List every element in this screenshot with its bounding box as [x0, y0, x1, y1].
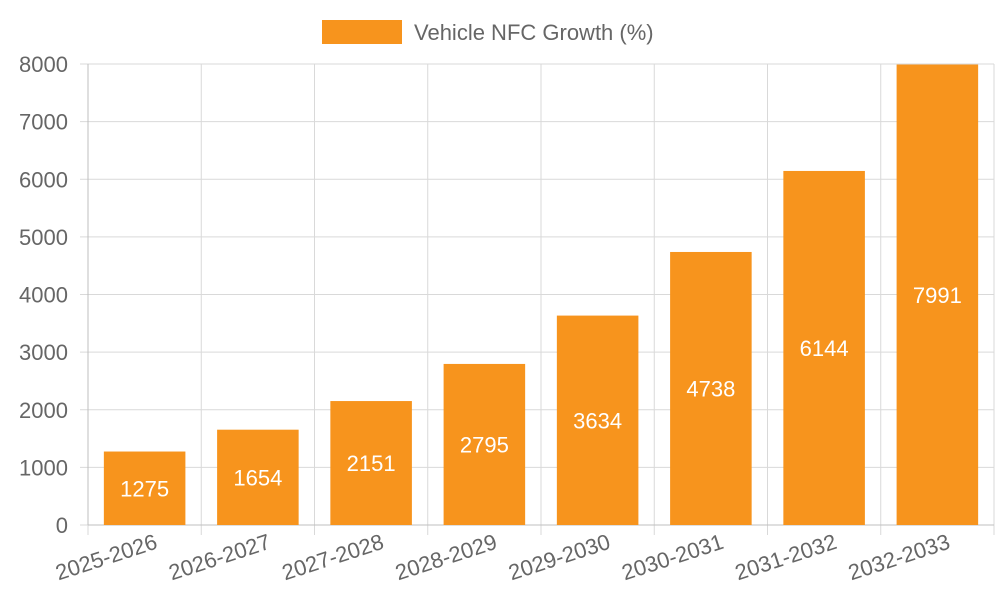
bar[interactable]: [670, 251, 752, 525]
y-tick-label: 8000: [19, 52, 68, 77]
x-tick-label: 2026-2027: [166, 529, 274, 585]
bars: [103, 64, 979, 526]
bar[interactable]: [896, 64, 979, 526]
data-labels: 1275 1654 2151 2795 3634 4738 6144 7991: [120, 283, 962, 502]
x-axis-ticks: 2025-2026 2026-2027 2027-2028 2028-2029 2029…: [52, 529, 953, 585]
x-tick-label: 2031-2032: [732, 529, 840, 585]
data-label: 2151: [347, 451, 396, 476]
x-tick-label: 2030-2031: [619, 529, 727, 585]
y-tick-label: 5000: [19, 225, 68, 250]
legend[interactable]: Vehicle NFC Growth (%): [322, 20, 654, 45]
x-tick-label: 2032-2033: [845, 529, 953, 585]
x-tick-label: 2027-2028: [279, 529, 387, 585]
grid: [80, 63, 995, 535]
bar[interactable]: [217, 429, 299, 525]
y-tick-label: 1000: [19, 455, 68, 480]
data-label: 3634: [573, 408, 622, 433]
bar[interactable]: [330, 401, 412, 525]
data-label: 7991: [913, 283, 962, 308]
bar[interactable]: [556, 315, 639, 525]
y-tick-label: 4000: [19, 283, 68, 308]
y-axis-ticks: 0 1000 2000 3000 4000 5000 6000 7000 8000: [19, 52, 68, 538]
legend-label[interactable]: Vehicle NFC Growth (%): [414, 20, 654, 45]
bar[interactable]: [783, 170, 865, 525]
y-tick-label: 3000: [19, 340, 68, 365]
legend-swatch[interactable]: [322, 20, 402, 44]
x-tick-label: 2025-2026: [52, 529, 160, 585]
y-tick-label: 7000: [19, 110, 68, 135]
data-label: 6144: [800, 336, 849, 361]
y-tick-label: 6000: [19, 167, 68, 192]
x-tick-label: 2028-2029: [392, 529, 500, 585]
y-tick-label: 0: [56, 513, 68, 538]
bar[interactable]: [103, 451, 186, 525]
x-tick-label: 2029-2030: [505, 529, 613, 585]
data-label: 1275: [120, 476, 169, 501]
data-label: 2795: [460, 432, 509, 457]
data-label: 1654: [233, 465, 282, 490]
data-label: 4738: [686, 376, 735, 401]
y-tick-label: 2000: [19, 398, 68, 423]
bar[interactable]: [443, 363, 526, 525]
